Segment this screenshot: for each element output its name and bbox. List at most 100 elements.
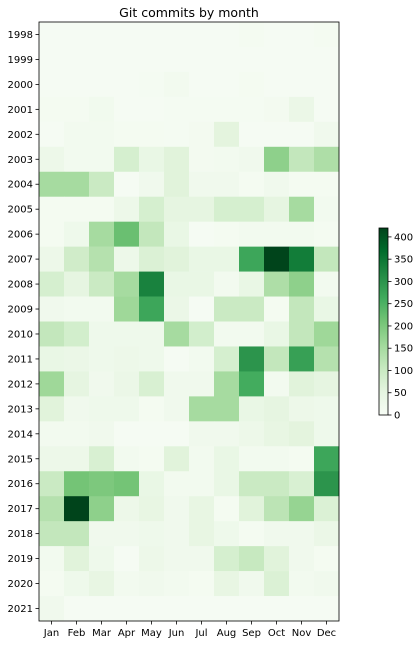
heatmap-cell: [189, 321, 215, 347]
y-tick-label: 2017: [8, 504, 33, 515]
heatmap-cell: [39, 196, 65, 222]
heatmap-cell: [139, 96, 165, 123]
heatmap-cell: [164, 446, 190, 472]
heatmap-cell: [314, 96, 340, 123]
heatmap-cell: [139, 371, 165, 397]
heatmap-cell: [139, 271, 165, 297]
heatmap-cell: [239, 246, 265, 272]
heatmap-cell: [139, 296, 165, 322]
heatmap-cell: [139, 471, 165, 497]
heatmap-cell: [64, 96, 90, 123]
heatmap-cell: [289, 71, 315, 98]
y-tick-label: 2009: [8, 305, 33, 316]
heatmap-cell: [214, 146, 240, 173]
heatmap-cell: [39, 596, 65, 622]
colorbar-tick-label: 400: [394, 232, 413, 243]
heatmap-cell: [314, 521, 340, 547]
x-tick-label: Jun: [168, 628, 185, 639]
heatmap-cell: [39, 471, 65, 497]
heatmap-cell: [239, 296, 265, 322]
heatmap-cell: [289, 496, 315, 522]
heatmap-cell: [189, 471, 215, 497]
heatmap-cell: [314, 421, 340, 447]
heatmap-cell: [139, 46, 165, 73]
heatmap-cell: [289, 196, 315, 222]
heatmap-cell: [289, 271, 315, 297]
heatmap-cell: [114, 296, 140, 322]
heatmap-cell: [239, 271, 265, 297]
heatmap-cell: [139, 246, 165, 272]
y-tick-label: 2005: [8, 205, 33, 216]
heatmap-cell: [89, 196, 115, 222]
heatmap-cell: [139, 446, 165, 472]
heatmap-cell: [164, 596, 190, 622]
heatmap-cell: [289, 96, 315, 123]
heatmap-cell: [39, 46, 65, 73]
heatmap-cell: [164, 171, 190, 198]
heatmap-cell: [139, 321, 165, 347]
heatmap-cell: [89, 121, 115, 148]
y-tick-label: 2008: [8, 280, 33, 291]
x-tick-label: Aug: [217, 628, 237, 639]
heatmap-cell: [264, 221, 290, 247]
colorbar: 0 50 100 150 200 250 300 350 400: [378, 227, 413, 422]
heatmap-cell: [239, 196, 265, 222]
heatmap-cell: [214, 521, 240, 547]
heatmap-cell: [64, 496, 90, 522]
x-tick-label: Nov: [292, 628, 312, 639]
colorbar-tick-label: 100: [394, 366, 413, 377]
heatmap-cell: [289, 121, 315, 148]
heatmap-cell: [114, 521, 140, 547]
heatmap-cell: [289, 471, 315, 497]
heatmap-cell: [214, 371, 240, 397]
heatmap-cell: [239, 171, 265, 198]
colorbar-tick-label: 0: [394, 411, 400, 422]
colorbar-tick-label: 300: [394, 277, 413, 288]
heatmap-cell: [89, 371, 115, 397]
heatmap-cell: [189, 121, 215, 148]
heatmap-cell: [139, 121, 165, 148]
x-tick-label: Apr: [118, 628, 136, 639]
heatmap-cell: [39, 521, 65, 547]
heatmap-cell: [89, 596, 115, 622]
heatmap-cell: [189, 246, 215, 272]
x-tick-label: Dec: [317, 628, 336, 639]
heatmap-cell: [164, 546, 190, 572]
heatmap-cell: [289, 46, 315, 73]
heatmap-cell: [189, 196, 215, 222]
heatmap-cell: [164, 246, 190, 272]
heatmap-cell: [239, 521, 265, 547]
heatmap-cell: [239, 596, 265, 622]
heatmap-cell: [239, 571, 265, 597]
heatmap-cell: [164, 471, 190, 497]
heatmap-cell: [39, 71, 65, 98]
heatmap-cell: [189, 71, 215, 98]
heatmap-cell: [89, 421, 115, 447]
heatmap-cell: [264, 546, 290, 572]
heatmap-cell: [39, 421, 65, 447]
heatmap-cell: [214, 22, 240, 48]
heatmap-cell: [39, 296, 65, 322]
heatmap-cell: [314, 396, 340, 422]
heatmap-cell: [214, 471, 240, 497]
heatmap-cell: [189, 46, 215, 73]
y-tick-label: 2012: [8, 379, 33, 390]
heatmap-cell: [164, 296, 190, 322]
heatmap-cell: [264, 71, 290, 98]
x-tick-label: Jul: [194, 628, 207, 639]
heatmap-cell: [214, 246, 240, 272]
heatmap-cell: [64, 246, 90, 272]
heatmap-cell: [89, 221, 115, 247]
heatmap-cell: [64, 446, 90, 472]
heatmap-cell: [239, 22, 265, 48]
heatmap-cell: [114, 221, 140, 247]
heatmap-cell: [264, 446, 290, 472]
heatmap-cell: [89, 546, 115, 572]
heatmap-cell: [139, 346, 165, 372]
heatmap-cell: [239, 496, 265, 522]
heatmap-cell: [139, 396, 165, 422]
heatmap-cell: [189, 296, 215, 322]
heatmap-cell: [314, 121, 340, 148]
heatmap-cell: [39, 146, 65, 173]
heatmap-cell: [289, 446, 315, 472]
